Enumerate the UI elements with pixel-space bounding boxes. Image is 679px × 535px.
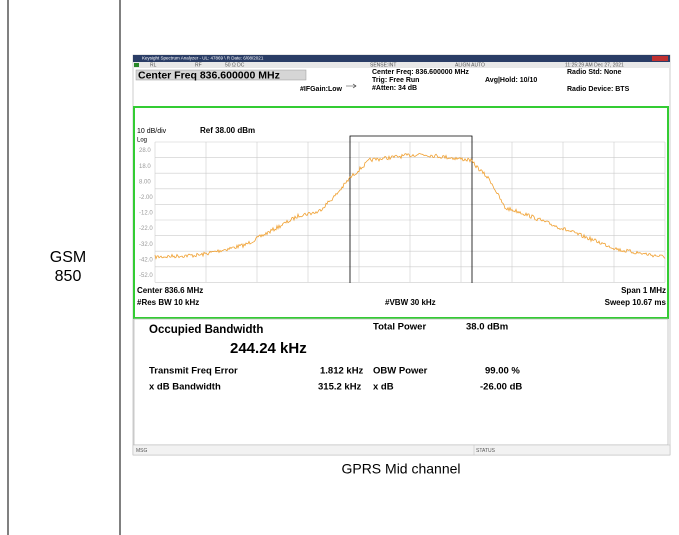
center-freq: Center Freq 836.600000 MHz (138, 69, 280, 81)
log: Log (137, 138, 147, 144)
status: STATUS (476, 448, 496, 454)
y-label: -12.0 (139, 211, 153, 217)
tfe-label: Transmit Freq Error (149, 366, 238, 377)
center-freq-box (135, 69, 307, 81)
xdb-label: x dB (373, 382, 394, 393)
y-label: -32.0 (139, 242, 153, 248)
obw-power-value: 99.00 % (485, 366, 520, 377)
obw-power-label: OBW Power (373, 366, 428, 377)
ref-level: Ref 38.00 dBm (200, 126, 255, 135)
y-label: 18.0 (139, 164, 151, 170)
status-sense: SENSE:INT (370, 62, 396, 68)
y-label: -22.0 (139, 226, 153, 232)
results-panel (133, 318, 669, 446)
msg: MSG (136, 448, 148, 454)
spectrum-trace (154, 153, 666, 260)
xdb-bw-value: 315.2 kHz (318, 382, 362, 393)
y-label: -42.0 (139, 257, 153, 263)
title-bar (133, 55, 670, 62)
setting-atten: #Atten: 34 dB (372, 85, 417, 92)
footer-res-bw: #Res BW 10 kHz (137, 298, 199, 307)
status-row (133, 62, 670, 68)
window-title: Keysight Spectrum Analyzer - UL: 47869 \… (142, 56, 264, 61)
graph-panel (133, 106, 669, 319)
obw-value: 244.24 kHz (230, 340, 307, 357)
status-rf: RF (195, 62, 202, 68)
window-buttons (652, 56, 668, 61)
obw-label: Occupied Bandwidth (149, 324, 263, 336)
xdb-bw-label: x dB Bandwidth (149, 382, 221, 393)
setting-trig: Trig: Free Run (372, 77, 419, 84)
footer-sweep: Sweep 10.67 ms (605, 298, 667, 307)
total-power-value: 38.0 dBm (466, 322, 508, 333)
footer-span: Span 1 MHz (621, 286, 666, 295)
obw-marker (349, 135, 473, 283)
setting-center: Center Freq: 836.600000 MHz (372, 69, 469, 76)
xdb-value: -26.00 dB (480, 382, 522, 393)
row-label: GSM 850 (49, 249, 87, 285)
setting-radio-std: Radio Std: None (567, 69, 622, 76)
status-input: 50 Ω DC (225, 62, 245, 68)
y-label: 8.00 (139, 179, 151, 185)
total-power-label: Total Power (373, 322, 426, 333)
setting-avg: Avg|Hold: 10/10 (485, 77, 537, 84)
status-bar (132, 444, 671, 456)
grid: 28.0 18.0 8.00 -2.00 -12.0 -22.0 -32.0 -42.0 -52… (139, 141, 666, 283)
footer-vbw: #VBW 30 kHz (385, 298, 436, 307)
y-label: -52.0 (139, 273, 153, 279)
status-align: ALIGN AUTO (455, 62, 485, 68)
y-label: 28.0 (139, 148, 151, 154)
setting-radio-device: Radio Device: BTS (567, 86, 630, 93)
y-label: -2.00 (139, 195, 153, 201)
tfe-value: 1.812 kHz (320, 366, 364, 377)
footer-center: Center 836.6 MHz (137, 286, 203, 295)
setting-ifgain: #IFGain:Low (300, 86, 343, 93)
trigger-icon (346, 83, 357, 89)
status-rl: RL (150, 62, 157, 68)
caption: GPRS Mid channel (341, 461, 460, 477)
status-icon (134, 63, 139, 67)
status-time: 11:25:29 AM Dec 27, 2021 (565, 62, 624, 68)
scale: 10 dB/div (137, 128, 167, 135)
